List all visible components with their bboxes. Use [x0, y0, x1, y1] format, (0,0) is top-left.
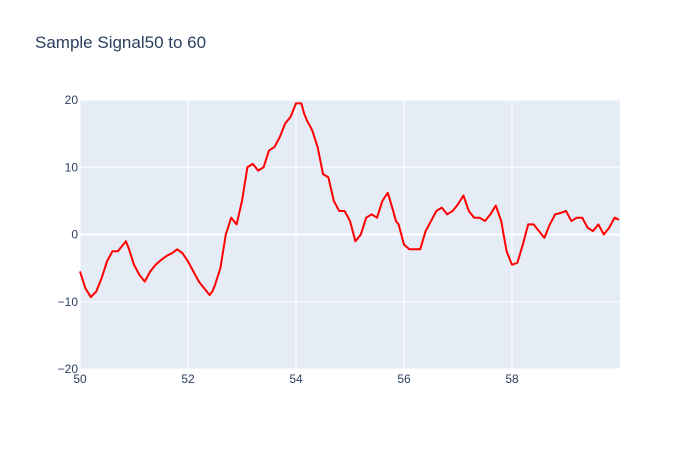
y-tick-label: 20 — [65, 93, 79, 107]
x-tick-label: 52 — [181, 372, 195, 386]
chart-title: Sample Signal50 to 60 — [35, 33, 207, 52]
y-tick-label: 0 — [71, 228, 78, 242]
x-tick-label: 58 — [505, 372, 519, 386]
x-tick-label: 50 — [73, 372, 87, 386]
grid-lines — [79, 99, 620, 370]
y-tick-label: −20 — [58, 362, 79, 376]
series-layer — [79, 102, 620, 299]
y-tick-label: 10 — [65, 160, 79, 174]
tick-labels: 50 52 54 56 58 −20 −10 0 10 20 — [58, 93, 519, 386]
series-line — [79, 102, 620, 299]
x-tick-label: 54 — [289, 372, 303, 386]
y-tick-label: −10 — [58, 295, 79, 309]
x-tick-label: 56 — [397, 372, 411, 386]
